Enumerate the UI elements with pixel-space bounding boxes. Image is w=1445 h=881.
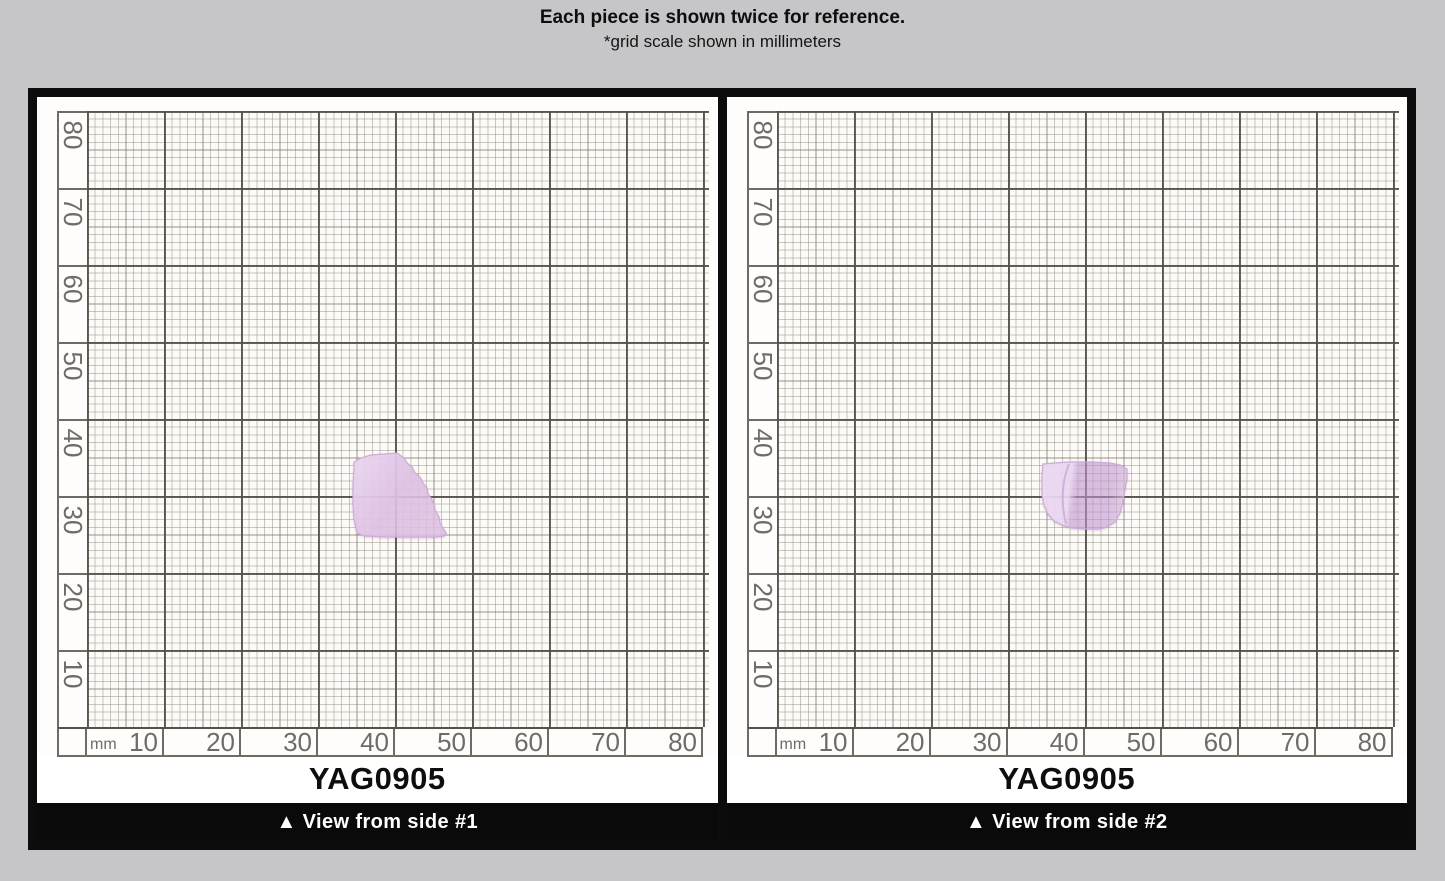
specimen-id-side-2: YAG0905 bbox=[998, 761, 1136, 796]
x-tick-30: 30 bbox=[241, 729, 318, 755]
graph-paper-side-2: 80 70 60 50 40 30 20 10 bbox=[726, 97, 1407, 757]
caption-text-side-2: ▲ View from side #2 bbox=[965, 810, 1168, 833]
tick-label: 40 bbox=[747, 428, 778, 458]
label-row-side-1: YAG0905 bbox=[37, 755, 718, 803]
tick-label: 30 bbox=[58, 505, 88, 535]
tick-label: 20 bbox=[895, 727, 925, 757]
tick-label: 10 bbox=[58, 659, 88, 689]
reference-board: 80 70 60 50 40 30 20 10 mm 10 20 30 40 50 60 70 80 YAG0… bbox=[28, 88, 1416, 850]
horizontal-ruler-side-2: mm 10 20 30 40 50 60 70 80 bbox=[746, 727, 1393, 757]
y-tick-40: 40 bbox=[58, 419, 88, 496]
tick-label: 50 bbox=[58, 351, 88, 381]
tick-label: 40 bbox=[58, 428, 88, 458]
x-tick-20: 20 bbox=[854, 729, 931, 755]
tick-label: 70 bbox=[58, 197, 88, 227]
x-tick-80: 80 bbox=[1316, 729, 1393, 755]
vertical-ruler-side-1: 80 70 60 50 40 30 20 10 bbox=[57, 111, 88, 727]
tick-label: 10 bbox=[129, 727, 158, 757]
tick-label: 60 bbox=[58, 274, 88, 304]
ruler-unit-label: mm bbox=[90, 736, 117, 753]
tick-label: 60 bbox=[514, 727, 543, 757]
tick-label: 50 bbox=[1126, 727, 1156, 757]
y-tick-50: 50 bbox=[58, 342, 88, 419]
tick-label: 40 bbox=[360, 727, 389, 757]
y-tick-50: 50 bbox=[747, 342, 778, 419]
tick-label: 80 bbox=[58, 120, 88, 150]
y-tick-30: 30 bbox=[58, 496, 88, 573]
tick-label: 60 bbox=[747, 274, 778, 304]
x-tick-10: mm 10 bbox=[87, 729, 164, 755]
x-tick-40: 40 bbox=[1008, 729, 1085, 755]
caption-bar-side-2: ▲ View from side #2 bbox=[726, 803, 1407, 841]
tick-label: 70 bbox=[591, 727, 620, 757]
y-tick-20: 20 bbox=[747, 573, 778, 650]
tick-label: 80 bbox=[747, 120, 778, 150]
tick-label: 30 bbox=[747, 505, 778, 535]
label-row-side-2: YAG0905 bbox=[726, 755, 1407, 803]
y-tick-30: 30 bbox=[747, 496, 778, 573]
x-tick-40: 40 bbox=[318, 729, 395, 755]
specimen-id-side-1: YAG0905 bbox=[308, 761, 446, 796]
caption-text-side-1: ▲ View from side #1 bbox=[276, 810, 479, 833]
header-subtitle: *grid scale shown in millimeters bbox=[603, 31, 842, 51]
header-title: Each piece is shown twice for reference. bbox=[539, 7, 906, 28]
x-tick-10: mm 10 bbox=[777, 729, 854, 755]
horizontal-ruler-side-1: mm 10 20 30 40 50 60 70 80 bbox=[57, 727, 703, 757]
y-tick-10: 10 bbox=[58, 650, 88, 727]
mm-grid-side-2 bbox=[776, 111, 1399, 727]
x-tick-60: 60 bbox=[472, 729, 549, 755]
vertical-ruler-side-2: 80 70 60 50 40 30 20 10 bbox=[746, 111, 778, 727]
page-header: Each piece is shown twice for reference.… bbox=[0, 5, 1445, 53]
x-tick-50: 50 bbox=[1085, 729, 1162, 755]
mm-grid-side-1 bbox=[87, 111, 709, 727]
y-tick-10: 10 bbox=[747, 650, 778, 727]
x-tick-50: 50 bbox=[395, 729, 472, 755]
tick-label: 60 bbox=[1203, 727, 1233, 757]
y-tick-40: 40 bbox=[747, 419, 778, 496]
crystal-shape bbox=[1040, 461, 1128, 530]
y-tick-70: 70 bbox=[58, 188, 88, 265]
y-tick-80: 80 bbox=[58, 111, 88, 188]
crystal-shape bbox=[352, 452, 447, 538]
ruler-corner bbox=[59, 729, 87, 755]
y-tick-70: 70 bbox=[747, 188, 778, 265]
tick-label: 20 bbox=[58, 582, 88, 612]
ruler-corner bbox=[749, 729, 777, 755]
ruler-unit-label: mm bbox=[779, 736, 807, 753]
y-tick-60: 60 bbox=[747, 265, 778, 342]
x-tick-30: 30 bbox=[931, 729, 1008, 755]
x-tick-70: 70 bbox=[549, 729, 626, 755]
panel-divider bbox=[717, 97, 727, 841]
panel-side-2: 80 70 60 50 40 30 20 10 bbox=[726, 97, 1407, 841]
panel-side-1: 80 70 60 50 40 30 20 10 mm 10 20 30 40 50 60 70 80 YAG0… bbox=[37, 97, 718, 841]
tick-label: 50 bbox=[747, 351, 778, 381]
crystal-piece-side-2 bbox=[1040, 461, 1128, 530]
tick-label: 80 bbox=[1357, 727, 1387, 757]
y-tick-80: 80 bbox=[747, 111, 778, 188]
x-tick-80: 80 bbox=[626, 729, 703, 755]
tick-label: 10 bbox=[818, 727, 848, 757]
tick-label: 70 bbox=[1280, 727, 1310, 757]
tick-label: 70 bbox=[747, 197, 778, 227]
y-tick-20: 20 bbox=[58, 573, 88, 650]
x-tick-60: 60 bbox=[1162, 729, 1239, 755]
tick-label: 80 bbox=[668, 727, 697, 757]
crystal-piece-side-1 bbox=[352, 452, 447, 538]
caption-bar-side-1: ▲ View from side #1 bbox=[37, 803, 718, 841]
x-tick-70: 70 bbox=[1239, 729, 1316, 755]
x-tick-20: 20 bbox=[164, 729, 241, 755]
tick-label: 10 bbox=[747, 659, 778, 689]
graph-paper-side-1: 80 70 60 50 40 30 20 10 mm 10 20 30 40 50 60 70 80 bbox=[37, 97, 718, 757]
tick-label: 40 bbox=[1049, 727, 1079, 757]
tick-label: 30 bbox=[283, 727, 312, 757]
tick-label: 20 bbox=[747, 582, 778, 612]
crystal-facet-line bbox=[1061, 463, 1070, 525]
tick-label: 20 bbox=[206, 727, 235, 757]
tick-label: 30 bbox=[972, 727, 1002, 757]
y-tick-60: 60 bbox=[58, 265, 88, 342]
tick-label: 50 bbox=[437, 727, 466, 757]
